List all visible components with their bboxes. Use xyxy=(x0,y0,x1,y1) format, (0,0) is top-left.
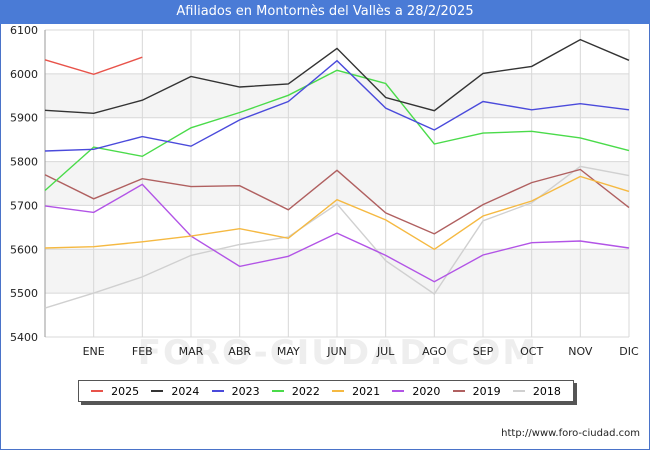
x-tick-label: MAR xyxy=(179,345,204,358)
series-line-2024 xyxy=(44,38,630,115)
legend-swatch xyxy=(151,390,164,392)
series-line-2025 xyxy=(44,56,143,76)
x-tick-label: JUN xyxy=(326,345,347,358)
legend-item-2020: 2020 xyxy=(392,385,440,398)
y-tick-label: 5700 xyxy=(10,199,38,212)
x-tick-label: ENE xyxy=(83,345,105,358)
series-line-2020 xyxy=(44,183,630,283)
x-tick-label: MAY xyxy=(277,345,300,358)
legend-item-2024: 2024 xyxy=(151,385,199,398)
legend-label: 2021 xyxy=(352,384,381,398)
chart-legend: 2025 2024 2023 2022 2021 2020 2019 2018 xyxy=(78,380,574,402)
y-tick-label: 6100 xyxy=(10,24,38,37)
legend-swatch xyxy=(512,390,525,392)
legend-item-2018: 2018 xyxy=(512,384,561,398)
series-line-2022 xyxy=(44,69,630,192)
x-tick-label: ABR xyxy=(228,345,251,358)
legend-label: 2024 xyxy=(171,384,200,398)
legend-swatch xyxy=(332,390,345,392)
legend-label: 2020 xyxy=(412,384,441,398)
series-line-2018 xyxy=(44,165,630,309)
legend-swatch xyxy=(211,390,224,392)
y-tick-label: 5800 xyxy=(10,156,38,169)
x-tick-label: SEP xyxy=(473,345,494,358)
y-tick-label: 5900 xyxy=(10,112,38,125)
x-tick-label: OCT xyxy=(520,345,543,358)
legend-item-2022: 2022 xyxy=(271,384,320,398)
series-line-2023 xyxy=(44,59,630,152)
legend-swatch xyxy=(452,390,465,392)
legend-label: 2018 xyxy=(532,384,561,398)
legend-label: 2022 xyxy=(291,384,320,398)
chart-title: Afiliados en Montornès del Vallès a 28/2… xyxy=(0,0,650,24)
x-tick-label: JUL xyxy=(376,345,395,358)
x-tick-label: AGO xyxy=(422,345,447,358)
line-chart: FORO-CIUDAD.COM 5400 5500 5600 5700 5800 5900… xyxy=(10,24,639,373)
y-tick-label: 5600 xyxy=(10,243,38,256)
legend-swatch xyxy=(392,390,405,392)
legend-swatch xyxy=(91,390,104,392)
legend-item-2021: 2021 xyxy=(332,385,380,398)
legend-swatch xyxy=(271,390,284,392)
legend-label: 2019 xyxy=(472,384,501,398)
series-line-2021 xyxy=(44,175,630,251)
y-tick-label: 6000 xyxy=(10,68,38,81)
x-tick-label: DIC xyxy=(619,345,639,358)
legend-label: 2025 xyxy=(111,384,140,398)
legend-item-2023: 2023 xyxy=(211,384,260,398)
y-tick-label: 5500 xyxy=(10,287,38,300)
x-tick-label: NOV xyxy=(568,345,593,358)
y-tick-label: 5400 xyxy=(10,331,38,344)
x-tick-label: FEB xyxy=(132,345,153,358)
series-line-2019 xyxy=(44,168,630,235)
source-link[interactable]: http://www.foro-ciudad.com xyxy=(501,428,640,439)
legend-label: 2023 xyxy=(231,384,260,398)
legend-item-2025: 2025 xyxy=(91,385,139,398)
watermark: FORO-CIUDAD.COM xyxy=(138,333,539,373)
legend-item-2019: 2019 xyxy=(452,384,501,398)
